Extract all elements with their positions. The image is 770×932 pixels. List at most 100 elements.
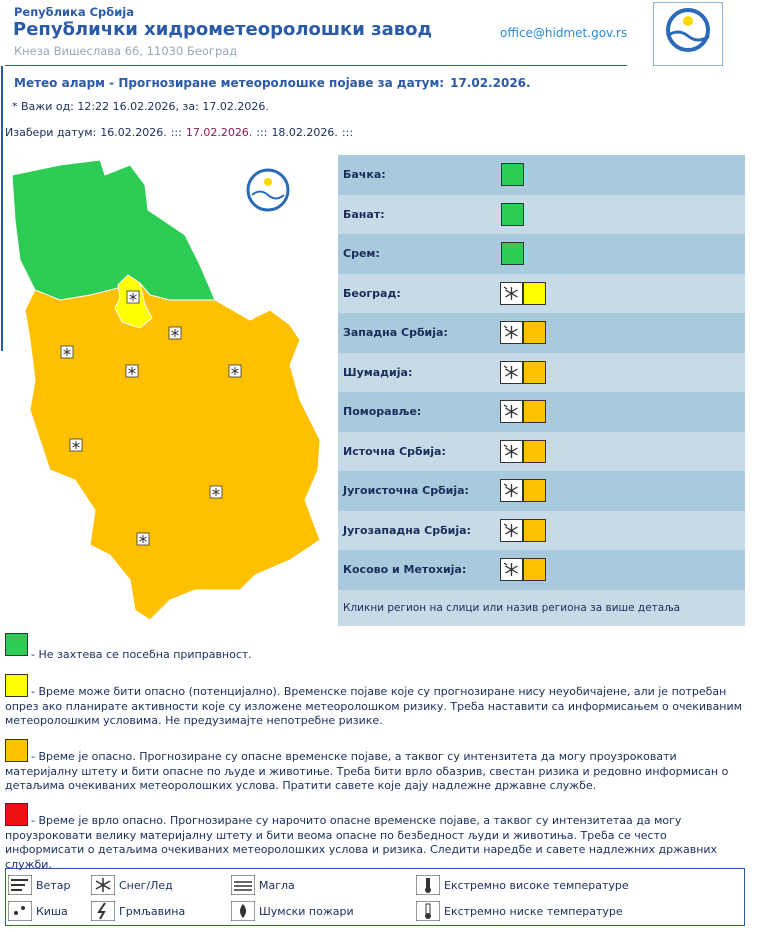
phenomenon: Грмљавина xyxy=(91,901,185,921)
date-label: Изабери датум: xyxy=(5,126,97,139)
level-text: - Не захтева се посебна приправност. xyxy=(31,648,252,661)
region-name[interactable]: Западна Србија: xyxy=(343,326,448,339)
logo xyxy=(653,2,723,66)
level-swatch xyxy=(5,633,28,656)
date-selector: Изабери датум: 16.02.2026.::: 17.02.2026.:… xyxy=(5,126,357,139)
header-rule xyxy=(5,65,627,66)
snow-icon xyxy=(209,485,223,499)
phenomena-legend: Ветар Киша Снег/Лед Грмљавина Магла Шумс… xyxy=(5,868,745,926)
address: Кнеза Вишеслава 66, 11030 Београд xyxy=(14,44,238,58)
region-row[interactable]: Југозападна Србија: xyxy=(338,510,745,550)
region-name[interactable]: Срем: xyxy=(343,247,380,260)
snow-glyph xyxy=(503,443,518,458)
snow-icon xyxy=(60,345,74,359)
region-row[interactable]: Поморавље: xyxy=(338,392,745,432)
snow-icon xyxy=(126,290,140,304)
warning-box xyxy=(501,163,524,186)
phenomenon-label: Снег/Лед xyxy=(119,879,173,892)
region-row[interactable]: Бачка: xyxy=(338,155,745,195)
region-name[interactable]: Југоисточна Србија: xyxy=(343,484,469,497)
snow-glyph xyxy=(503,325,518,339)
warning-box xyxy=(501,202,524,226)
snow-icon xyxy=(125,364,139,378)
level-item: - Време је врло опасно. Прогнозиране су … xyxy=(5,803,747,872)
icon-glyph xyxy=(72,441,80,449)
region-row[interactable]: Југоисточна Србија: xyxy=(338,471,745,511)
icon-glyph xyxy=(503,325,518,339)
snow-icon xyxy=(500,281,523,305)
icon-glyph xyxy=(503,562,518,576)
page-title: Метео аларм - Прогнозиране метеоролошке … xyxy=(14,76,531,90)
region-name[interactable]: Југозападна Србија: xyxy=(343,523,471,537)
icon-glyph xyxy=(231,367,239,375)
region-row[interactable]: Београд: xyxy=(338,273,745,313)
snow-icon xyxy=(500,518,523,542)
region-row[interactable]: Западна Србија: xyxy=(338,313,745,353)
snow-icon xyxy=(228,364,242,378)
level-swatch xyxy=(5,674,28,697)
phenomenon-label: Шумски пожари xyxy=(259,905,354,918)
region-row[interactable]: Шумадија: xyxy=(338,352,745,392)
regions-hint: Кликни регион на слици или назив региона… xyxy=(338,589,745,626)
icon-glyph xyxy=(503,522,518,537)
warning-box xyxy=(501,242,524,265)
snow-icon xyxy=(500,400,523,423)
region-name[interactable]: Бачка: xyxy=(343,168,386,181)
icon-glyph xyxy=(503,364,518,379)
snow-icon xyxy=(500,321,523,344)
map-north[interactable] xyxy=(11,159,216,301)
snow-icon xyxy=(136,532,150,546)
phenomenon: Екстремно ниске температуре xyxy=(416,901,623,921)
phenomenon: Магла xyxy=(231,875,295,895)
phenomenon: Снег/Лед xyxy=(91,875,173,895)
warning-box xyxy=(523,439,546,463)
left-rule xyxy=(1,66,3,351)
warning-box xyxy=(523,400,546,423)
icon-glyph xyxy=(503,404,518,418)
icon-glyph xyxy=(63,348,71,356)
region-name[interactable]: Банат: xyxy=(343,207,385,221)
region-row[interactable]: Срем: xyxy=(338,234,745,274)
snow-icon xyxy=(69,438,83,452)
warning-box xyxy=(523,321,546,344)
phenomenon-label: Ветар xyxy=(36,879,71,892)
snow-glyph xyxy=(503,562,518,576)
phenomenon-label: Магла xyxy=(259,879,295,892)
snow-icon xyxy=(500,439,523,463)
region-name[interactable]: Косово и Метохија: xyxy=(343,563,467,576)
validity: * Важи од: 12:22 16.02.2026, за: 17.02.2… xyxy=(12,100,269,113)
level-text: - Време може бити опасно (потенцијално).… xyxy=(5,685,742,727)
region-name[interactable]: Шумадија: xyxy=(343,365,413,379)
date-separator: ::: xyxy=(256,126,268,139)
date-link[interactable]: 17.02.2026. xyxy=(185,126,253,139)
warning-box xyxy=(523,558,546,581)
region-name[interactable]: Београд: xyxy=(343,286,401,300)
region-name[interactable]: Источна Србија: xyxy=(343,444,446,458)
level-swatch xyxy=(5,803,28,826)
snow-icon xyxy=(500,479,523,502)
region-row[interactable]: Косово и Метохија: xyxy=(338,550,745,590)
map[interactable] xyxy=(8,155,333,625)
email-link[interactable]: office@hidmet.gov.rs xyxy=(500,26,628,40)
phenomenon: Шумски пожари xyxy=(231,901,354,921)
map-logo xyxy=(246,168,290,212)
warning-box xyxy=(523,518,546,542)
region-row[interactable]: Банат: xyxy=(338,194,745,234)
snow-glyph xyxy=(503,404,518,418)
icon-glyph xyxy=(129,293,137,301)
region-name[interactable]: Поморавље: xyxy=(343,405,422,418)
phenomenon-label: Киша xyxy=(36,905,68,918)
snow-glyph xyxy=(503,522,518,537)
warning-box xyxy=(523,479,546,502)
icon-glyph xyxy=(128,367,136,375)
level-item: - Не захтева се посебна приправност. xyxy=(5,633,747,663)
level-swatch xyxy=(5,739,28,762)
icon-glyph xyxy=(503,443,518,458)
region-row[interactable]: Источна Србија: xyxy=(338,431,745,471)
level-item: - Време може бити опасно (потенцијално).… xyxy=(5,674,747,729)
date-link[interactable]: 16.02.2026. xyxy=(100,126,167,139)
date-link[interactable]: 18.02.2026. xyxy=(271,126,338,139)
icon-glyph xyxy=(171,329,179,337)
icon-glyph xyxy=(139,535,147,543)
